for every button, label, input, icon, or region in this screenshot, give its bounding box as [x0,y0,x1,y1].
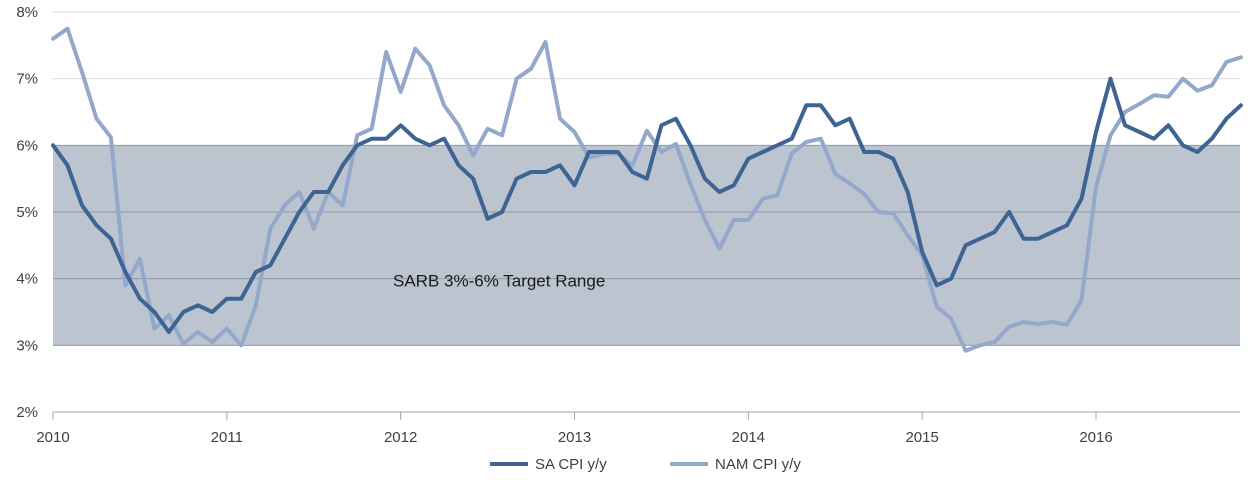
y-tick-label: 2% [16,404,38,421]
x-tick-label: 2011 [211,429,243,446]
x-tick-label: 2014 [732,429,765,446]
x-tick-label: 2012 [384,429,417,446]
series-line-sa-cpi [51,76,1243,334]
x-tick-label: 2010 [36,429,69,446]
x-tick-label: 2013 [558,429,591,446]
series-line-nam-cpi [51,26,1243,353]
legend: SA CPI y/y NAM CPI y/y [490,456,801,473]
x-axis: 2010 2011 2012 2013 2014 2015 2016 [36,412,1113,446]
target-band-label: SARB 3%-6% Target Range [393,272,605,291]
y-tick-label: 8% [16,4,38,21]
y-tick-label: 6% [16,137,38,154]
x-tick-label: 2015 [905,429,938,446]
y-axis: 2% 3% 4% 5% 6% 7% 8% [16,4,38,421]
y-tick-label: 4% [16,271,38,288]
x-tick-label: 2016 [1079,429,1112,446]
y-tick-label: 3% [16,337,38,354]
y-tick-label: 7% [16,71,38,88]
y-tick-label: 5% [16,204,38,221]
legend-label: SA CPI y/y [535,456,607,473]
series-lines [51,26,1243,353]
legend-label: NAM CPI y/y [715,456,801,473]
